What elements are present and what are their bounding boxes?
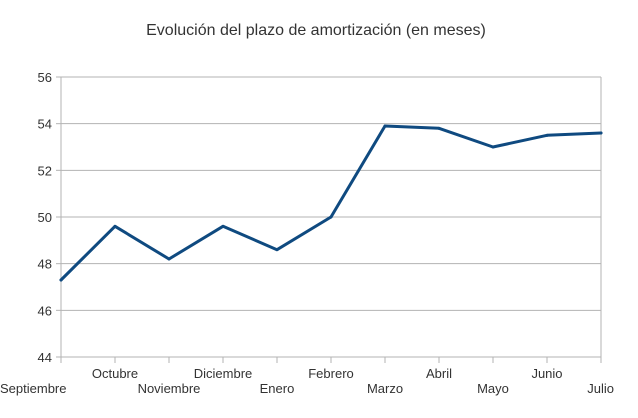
x-tick-label: Febrero: [308, 366, 354, 381]
data-point: [221, 224, 225, 228]
data-point: [275, 248, 279, 252]
data-point: [491, 145, 495, 149]
data-point: [545, 133, 549, 137]
data-point: [329, 215, 333, 219]
x-tick-label: Noviembre: [138, 381, 201, 396]
y-tick-label: 48: [38, 257, 52, 272]
x-tick-label: Enero: [260, 381, 295, 396]
data-point: [113, 224, 117, 228]
y-tick-label: 54: [38, 117, 52, 132]
series-area: [59, 124, 603, 282]
x-tick-label: Octubre: [92, 366, 138, 381]
chart-title: Evolución del plazo de amortización (en …: [146, 22, 486, 39]
x-tick-label: Junio: [531, 366, 562, 381]
x-tick-label: Marzo: [367, 381, 403, 396]
x-tick-label: Abril: [426, 366, 452, 381]
y-tick-label: 56: [38, 70, 52, 85]
x-tick-label: Julio: [587, 381, 614, 396]
y-tick-label: 44: [38, 350, 52, 365]
x-tick-label: Diciembre: [194, 366, 253, 381]
x-tick-label: Mayo: [477, 381, 509, 396]
grid: [61, 76, 601, 358]
axes: 44 46 48 50 52 54 56 Septiembre OctubreNoviembre…: [0, 70, 614, 396]
data-point: [383, 124, 387, 128]
data-point: [599, 131, 603, 135]
y-tick-label: 50: [38, 210, 52, 225]
x-tick-label: Septiembre: [0, 381, 66, 396]
data-point: [59, 278, 63, 282]
data-point: [167, 257, 171, 261]
y-tick-label: 52: [38, 163, 52, 178]
data-point: [437, 126, 441, 130]
series-line: [59, 124, 603, 282]
y-tick-label: 46: [38, 303, 52, 318]
